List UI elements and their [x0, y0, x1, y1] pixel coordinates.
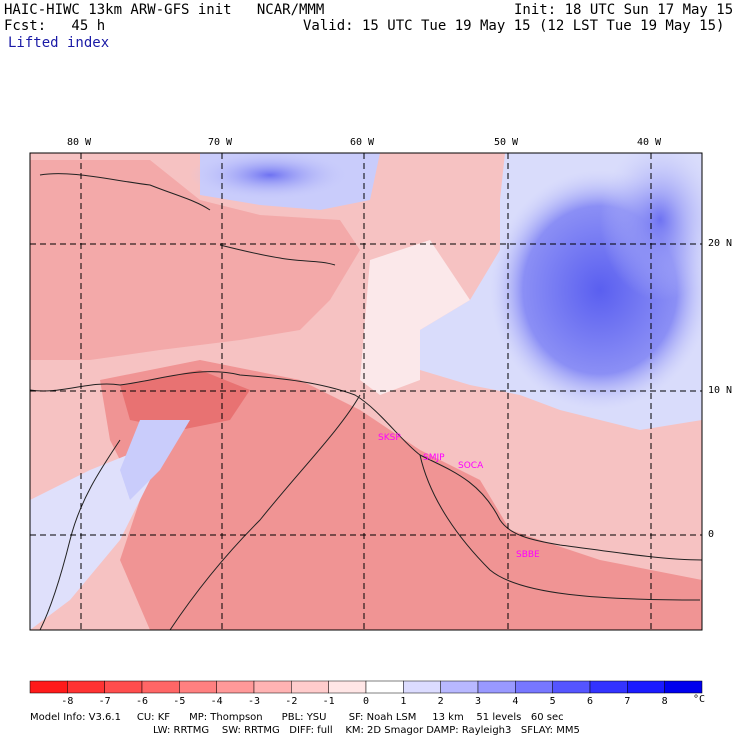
colorbar-unit: °C [693, 694, 706, 705]
colorbar-label: 8 [661, 696, 668, 707]
colorbar-swatch [477, 680, 516, 694]
map-frame [29, 152, 703, 631]
colorbar-swatch [328, 680, 367, 694]
cool-pacific [30, 450, 150, 630]
colorbar-label: -3 [247, 696, 261, 707]
lat-label-10n: 10 N [708, 385, 733, 396]
lon-label-70w: 70 W [208, 137, 233, 148]
colorbar-label: 3 [474, 696, 482, 707]
colorbar-label: 5 [549, 696, 556, 707]
colorbar-swatch [67, 680, 105, 694]
colorbar-swatch [440, 680, 479, 694]
init-time: Init: 18 UTC Sun 17 May 15 [514, 2, 734, 18]
model-title: HAIC-HIWC 13km ARW-GFS init NCAR/MMM [4, 2, 325, 18]
lat-label-20n: 20 N [708, 238, 733, 249]
neutral-band [360, 240, 470, 395]
colorbar-label: -4 [210, 696, 223, 707]
colorbar-swatch [291, 680, 329, 694]
warm-south-america [100, 360, 702, 630]
colorbar-label: -7 [98, 696, 111, 707]
valid-time: Valid: 15 UTC Tue 19 May 15 (12 LST Tue … [303, 18, 725, 34]
cool-core-north-west [190, 153, 350, 200]
colorbar-swatch [627, 680, 665, 694]
colorbar-swatch [179, 680, 217, 694]
colorbar-swatch [552, 680, 591, 694]
colorbar-label: 2 [437, 696, 444, 707]
model-info-line-2: LW: RRTMG SW: RRTMG DIFF: full KM: 2D Sm… [153, 725, 580, 736]
warm-caribbean [30, 160, 360, 360]
station-sbbe: SBBE [516, 550, 540, 560]
lat-label-0: 0 [708, 529, 715, 540]
field-name: Lifted index [8, 35, 110, 51]
colorbar-swatch [515, 680, 553, 694]
colorbar-label: -5 [173, 696, 186, 707]
colorbar-label: -1 [322, 696, 335, 707]
colorbar-swatch [141, 680, 180, 694]
colorbar-swatch [216, 680, 255, 694]
station-sksp: SKSP [378, 433, 401, 443]
forecast-hour: Fcst: 45 h [4, 18, 106, 34]
colorbar-swatch [664, 680, 703, 694]
warm-core-venezuela [120, 370, 250, 430]
colorbar-label: 0 [362, 696, 370, 707]
colorbar-swatch [365, 680, 404, 694]
colorbar-swatch [104, 680, 143, 694]
lon-label-40w: 40 W [637, 137, 662, 148]
lon-label-80w: 80 W [67, 137, 92, 148]
graticule [30, 153, 702, 630]
colorbar-label: -2 [285, 696, 298, 707]
colorbar-label: 4 [512, 696, 519, 707]
lon-label-60w: 60 W [350, 137, 375, 148]
colorbar-label: 6 [586, 696, 594, 707]
colorbar [29, 680, 703, 694]
colorbar-swatch [253, 680, 292, 694]
colorbar-swatch [29, 680, 68, 694]
cool-andes [120, 420, 190, 500]
colorbar-label: 7 [624, 696, 631, 707]
colorbar-label: -8 [61, 696, 74, 707]
map-field [30, 153, 702, 630]
coastlines [30, 173, 702, 630]
colorbar-label: -6 [135, 696, 149, 707]
lon-label-50w: 50 W [494, 137, 519, 148]
colorbar-swatch [589, 680, 628, 694]
station-smjp: SMJP [423, 453, 445, 463]
station-soca: SOCA [458, 461, 484, 471]
colorbar-label: 1 [400, 696, 407, 707]
colorbar-swatch [403, 680, 441, 694]
model-info-line-1: Model Info: V3.6.1 CU: KF MP: Thompson P… [30, 712, 564, 723]
